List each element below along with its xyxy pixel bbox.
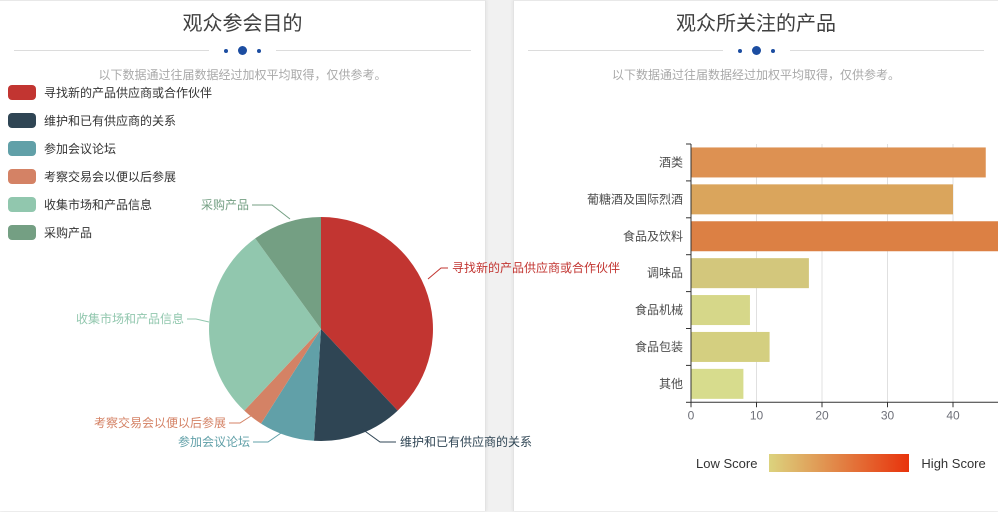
category-label: 食品机械 <box>635 302 683 317</box>
pie-panel-title: 观众参会目的 <box>182 13 303 35</box>
pie-panel: 观众参会目的 以下数据通过往届数据经过加权平均取得，仅供参考。 寻找新的产品供应… <box>0 0 620 511</box>
bar-panel-subtitle: 以下数据通过往届数据经过加权平均取得，仅供参考。 <box>611 68 900 82</box>
bar-2[interactable] <box>691 221 998 252</box>
pie-slice-2[interactable] <box>261 329 321 441</box>
bar-title-divider <box>528 46 984 55</box>
bar-panel-title: 观众所关注的产品 <box>676 13 836 35</box>
x-axis-tick-label: 30 <box>881 408 895 422</box>
pie-label-line <box>427 267 448 280</box>
divider-dots-icon <box>733 46 780 55</box>
pie-label-line <box>252 204 291 220</box>
legend-swatch <box>8 225 36 240</box>
bar-5[interactable] <box>691 331 770 362</box>
pie-legend: 寻找新的产品供应商或合作伙伴 维护和已有供应商的关系 参加会议论坛考察交易会以便以后… <box>8 84 212 252</box>
big-dot-icon <box>238 46 247 55</box>
legend-swatch <box>8 85 36 100</box>
small-dot-icon <box>737 48 742 53</box>
legend-label: 寻找新的产品供应商或合作伙伴 <box>44 86 213 100</box>
legend-item[interactable]: 寻找新的产品供应商或合作伙伴 <box>8 84 212 101</box>
pie-label: 考察交易会以便以后参展 <box>94 415 226 430</box>
legend-item[interactable]: 参加会议论坛 <box>8 140 212 157</box>
divider-line <box>789 50 984 51</box>
visualmap-legend[interactable]: Low Score High Score <box>696 454 986 472</box>
legend-swatch <box>8 197 36 212</box>
legend-label: 考察交易会以便以后参展 <box>44 170 177 184</box>
divider-dots-icon <box>219 46 266 55</box>
legend-label: 采购产品 <box>44 226 93 240</box>
legend-swatch <box>8 141 36 156</box>
pie-panel-subtitle: 以下数据通过往届数据经过加权平均取得，仅供参考。 <box>98 68 387 82</box>
legend-item[interactable]: 考察交易会以便以后参展 <box>8 168 212 185</box>
pie-slice-0[interactable] <box>321 217 433 411</box>
legend-swatch <box>8 113 36 128</box>
x-axis-tick-label: 0 <box>688 408 695 422</box>
pie-label: 参加会议论坛 <box>178 434 250 449</box>
divider-line <box>14 50 209 51</box>
pie-label: 寻找新的产品供应商或合作伙伴 <box>452 260 620 275</box>
legend-label: 收集市场和产品信息 <box>44 198 153 212</box>
category-label: 食品包装 <box>635 339 683 354</box>
pie-label-line <box>253 430 285 443</box>
small-dot-icon <box>224 48 228 53</box>
bar-0[interactable] <box>691 147 986 178</box>
legend-item[interactable]: 维护和已有供应商的关系 <box>8 112 212 129</box>
visualmap-gradient-bar[interactable] <box>769 454 910 472</box>
bar-panel: 观众所关注的产品 以下数据通过往届数据经过加权平均取得，仅供参考。 0 10 20 3… <box>513 0 998 511</box>
x-axis-tick-label: 40 <box>946 408 960 422</box>
category-label: 酒类 <box>659 155 683 169</box>
pie-label-line <box>229 413 255 424</box>
pie-slice-1[interactable] <box>314 329 398 442</box>
big-dot-icon <box>751 46 761 55</box>
x-axis-tick-label: 10 <box>750 408 764 422</box>
divider-line <box>276 50 471 51</box>
visualmap-low-label: Low Score <box>696 455 758 471</box>
pie-label: 收集市场和产品信息 <box>76 311 184 326</box>
pie-title-divider <box>14 46 471 55</box>
legend-item[interactable]: 采购产品 <box>8 224 212 241</box>
pie-label-line <box>361 428 396 443</box>
small-dot-icon <box>770 48 775 53</box>
pie-slice-3[interactable] <box>244 329 321 424</box>
x-axis-tick-label: 20 <box>815 408 829 422</box>
small-dot-icon <box>257 48 261 53</box>
category-label: 调味品 <box>647 266 683 280</box>
category-label: 其他 <box>659 377 683 391</box>
bar-4[interactable] <box>691 295 750 326</box>
pie-slice-4[interactable] <box>209 238 321 411</box>
pie-label-line <box>187 318 210 323</box>
bar-6[interactable] <box>691 368 744 399</box>
legend-label: 参加会议论坛 <box>44 142 117 156</box>
bar-3[interactable] <box>691 258 809 289</box>
bar-1[interactable] <box>691 184 953 215</box>
category-label: 食品及饮料 <box>623 228 683 243</box>
visualmap-high-label: High Score <box>921 455 986 471</box>
legend-item[interactable]: 收集市场和产品信息 <box>8 196 212 213</box>
legend-swatch <box>8 169 36 184</box>
pie-slice-5[interactable] <box>255 217 321 329</box>
pie-label: 维护和已有供应商的关系 <box>400 434 532 449</box>
divider-line <box>528 50 723 51</box>
pie-label: 采购产品 <box>201 197 249 212</box>
category-label: 葡糖酒及国际烈酒 <box>587 191 683 206</box>
legend-label: 维护和已有供应商的关系 <box>44 114 177 128</box>
